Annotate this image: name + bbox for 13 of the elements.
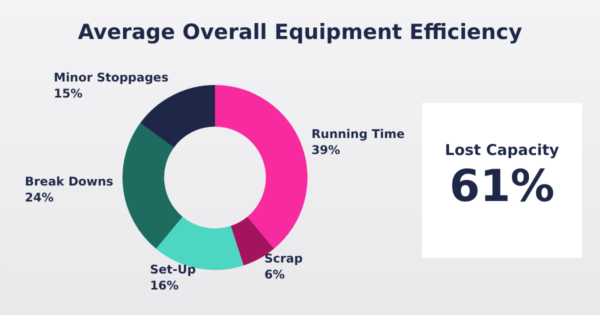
chart-title: Average Overall Equipment Efficiency xyxy=(76,20,524,44)
slice-label: Break Downs xyxy=(24,174,114,188)
data-label: 39% xyxy=(311,142,340,157)
data-label: 6% xyxy=(264,267,285,282)
slice-label: Scrap xyxy=(264,251,304,266)
data-label: 16% xyxy=(150,278,179,292)
slice-label: Set-Up xyxy=(150,262,196,276)
slice-label: Running Time xyxy=(311,126,405,141)
text: 61% xyxy=(448,161,556,212)
data-label: 15% xyxy=(54,86,82,100)
slice-label: Minor Stoppages xyxy=(54,70,168,84)
data-label: 24% xyxy=(24,190,54,204)
text: Lost Capacity xyxy=(444,141,560,159)
